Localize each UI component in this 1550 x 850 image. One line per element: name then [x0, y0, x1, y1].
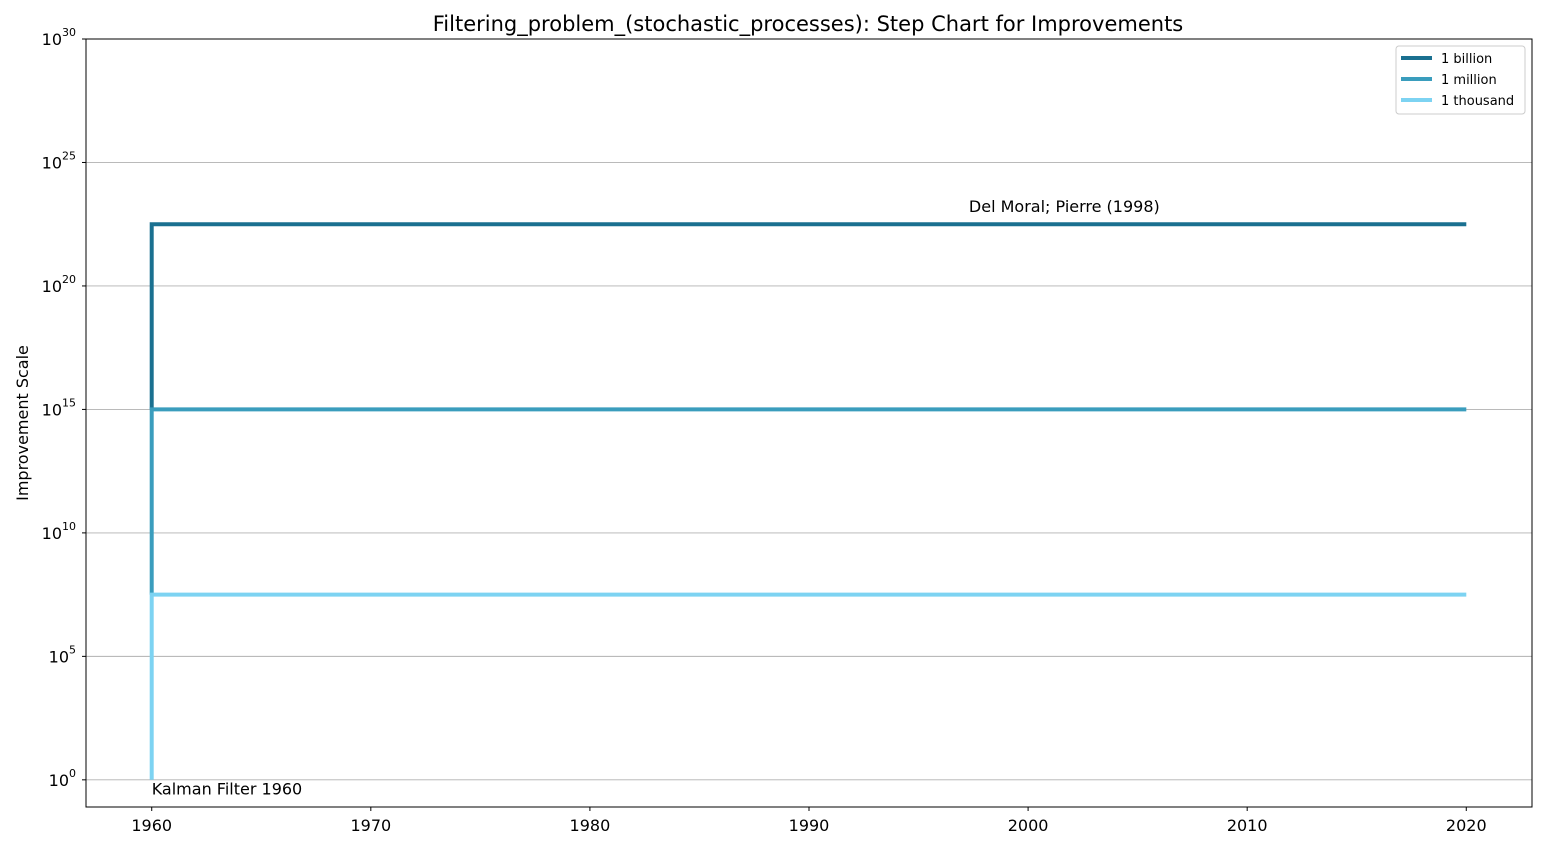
legend-entry: 1 million	[1441, 73, 1497, 88]
y-tick-base: 10	[42, 524, 62, 543]
annotation: Del Moral; Pierre (1998)	[969, 197, 1160, 216]
x-tick-label: 1970	[350, 816, 391, 835]
x-tick-label: 1980	[570, 816, 611, 835]
y-tick-exponent: 15	[62, 396, 76, 409]
x-tick-label: 1990	[789, 816, 830, 835]
y-tick-label: 1025	[42, 149, 76, 172]
series-line	[149, 407, 1467, 595]
y-tick-exponent: 0	[69, 767, 76, 780]
y-tick-exponent: 20	[62, 273, 76, 286]
legend: 1 billion 1 million 1 thousand	[1395, 45, 1526, 115]
y-tick-base: 10	[42, 400, 62, 419]
y-tick-base: 10	[42, 277, 62, 296]
x-tick-label: 2020	[1446, 816, 1487, 835]
y-tick-base: 10	[49, 771, 69, 790]
y-tick-label: 100	[49, 767, 76, 790]
y-tick-exponent: 10	[62, 520, 76, 533]
y-tick-base: 10	[42, 30, 62, 49]
x-tick-label: 2010	[1227, 816, 1268, 835]
annotations: Del Moral; Pierre (1998) Kalman Filter 19…	[152, 197, 1160, 799]
x-axis: 1960 1970 1980 1990 2000 2010 2020	[131, 807, 1487, 835]
y-tick-label: 1010	[42, 520, 76, 543]
series-line	[149, 592, 1467, 780]
y-tick-label: 1030	[42, 26, 76, 49]
annotation: Kalman Filter 1960	[152, 780, 303, 799]
y-tick-exponent: 25	[62, 149, 76, 162]
y-tick-base: 10	[49, 647, 69, 666]
y-axis-label: Improvement Scale	[13, 345, 32, 501]
y-tick-label: 105	[49, 643, 76, 666]
chart-title: Filtering_problem_(stochastic_processes)…	[433, 12, 1184, 37]
series-line	[149, 222, 1467, 410]
y-tick-label: 1020	[42, 273, 76, 296]
series-lines	[149, 222, 1467, 780]
y-tick-exponent: 5	[69, 643, 76, 656]
y-tick-exponent: 30	[62, 26, 76, 39]
legend-box	[1395, 45, 1526, 115]
x-tick-label: 2000	[1008, 816, 1049, 835]
legend-entry: 1 thousand	[1441, 94, 1514, 109]
x-tick-label: 1960	[131, 816, 172, 835]
y-tick-label: 1015	[42, 396, 76, 419]
y-tick-base: 10	[42, 153, 62, 172]
legend-entry: 1 billion	[1441, 52, 1492, 67]
